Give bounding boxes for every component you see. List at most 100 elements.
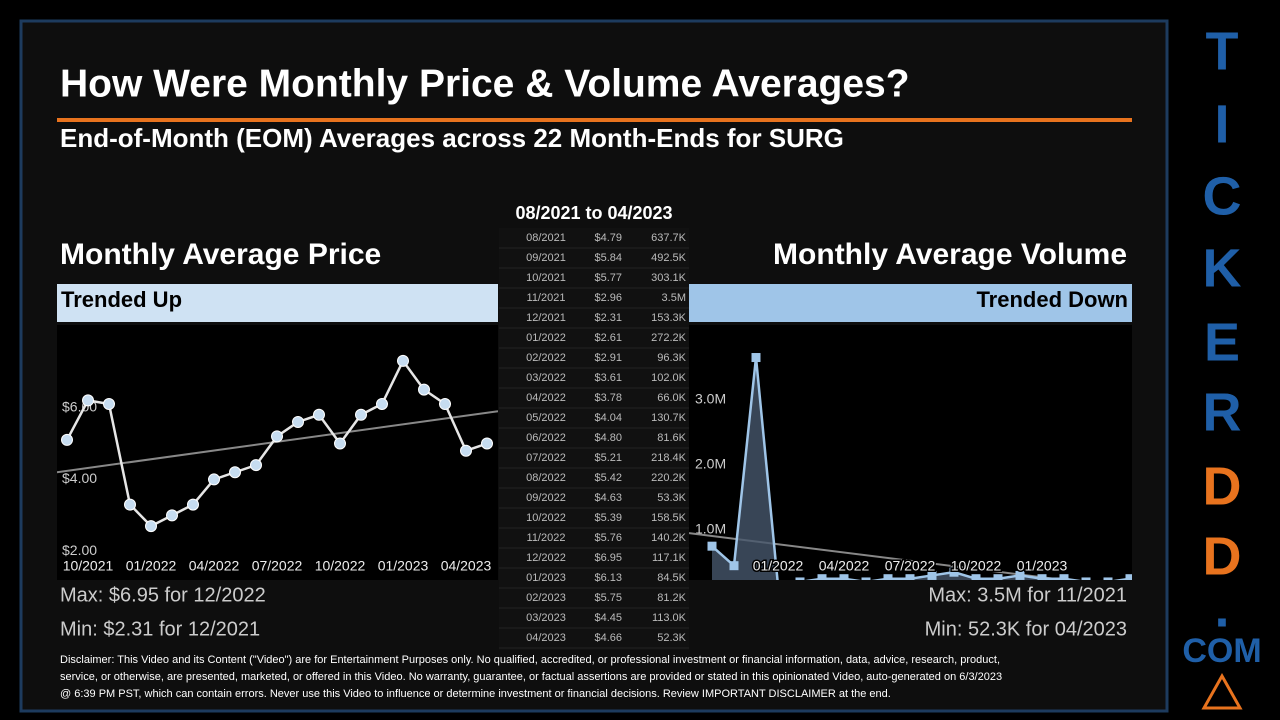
max-text: Max: 3.5M for 11/2021 [928, 584, 1127, 606]
price-point [229, 466, 241, 479]
brand-letter: . [1214, 578, 1229, 638]
table-cell: 10/2021 [526, 272, 566, 284]
table-cell: 130.7K [651, 412, 687, 424]
charts: Monthly Average Price Trended Up $2.00 $4.0… [57, 238, 1132, 640]
subtitle: End-of-Month (EOM) Averages across 22 Mo… [60, 123, 844, 153]
brand-letter: C [1203, 166, 1242, 226]
chart-title: Monthly Average Volume [773, 238, 1127, 271]
x-tick-label: 10/2021 [63, 558, 114, 574]
table-cell: 153.3K [651, 312, 687, 324]
brand-letter: COM [1182, 632, 1261, 670]
table-cell: 09/2022 [526, 492, 566, 504]
y-tick-label: 3.0M [695, 391, 726, 407]
table-cell: 06/2022 [526, 432, 566, 444]
price-point [250, 459, 262, 472]
table-cell: $4.63 [594, 492, 622, 504]
brand-letter: E [1204, 312, 1240, 372]
disclaimer-line: service, or otherwise, are presented, ma… [60, 671, 1002, 683]
table-cell: 53.3K [657, 492, 686, 504]
table-cell: 08/2022 [526, 472, 566, 484]
trend-banner [689, 284, 1132, 322]
table-cell: 05/2022 [526, 412, 566, 424]
table-cell: 09/2021 [526, 252, 566, 264]
table-cell: $4.80 [594, 432, 622, 444]
x-tick-label: 07/2022 [252, 558, 303, 574]
volume-point [861, 577, 871, 580]
brand-letter: K [1203, 238, 1242, 298]
volume-point [795, 577, 805, 580]
x-tick-label: 04/2023 [441, 558, 492, 574]
volume-point [707, 541, 717, 551]
table-cell: $4.04 [594, 412, 622, 424]
table-cell: $2.96 [594, 292, 622, 304]
disclaimer-line: Disclaimer: This Video and its Content (… [60, 654, 1000, 666]
table-cell: 03/2023 [526, 612, 566, 624]
volume-point [949, 567, 959, 577]
volume-point [751, 353, 761, 363]
price-point [82, 394, 94, 407]
x-tick-label: 10/2022 [951, 558, 1002, 574]
y-tick-label: $2.00 [62, 542, 97, 558]
price-point [313, 408, 325, 421]
table-cell: 02/2022 [526, 352, 566, 364]
table-title: 08/2021 to 04/2023 [515, 203, 672, 223]
brand-letter: I [1214, 94, 1229, 154]
price-point [418, 383, 430, 396]
table-cell: 117.1K [652, 552, 687, 564]
y-tick-label: 1.0M [695, 521, 726, 537]
table-cell: 11/2021 [527, 292, 566, 304]
table-cell: 66.0K [657, 392, 686, 404]
plot-bg [57, 325, 498, 580]
price-point [271, 430, 283, 443]
table-cell: $5.42 [594, 472, 622, 484]
table-cell: 08/2021 [526, 232, 566, 244]
table-cell: $3.78 [594, 392, 622, 404]
table-cell: 52.3K [657, 632, 686, 644]
x-tick-label: 04/2022 [819, 558, 870, 574]
table-cell: $4.45 [594, 612, 622, 624]
table-bg [499, 228, 689, 650]
table-cell: 07/2022 [526, 452, 566, 464]
x-tick-label: 01/2022 [126, 558, 177, 574]
volume-point [817, 574, 827, 580]
x-tick-label: 07/2022 [885, 558, 936, 574]
table-cell: $3.61 [594, 372, 622, 384]
brand-letter: D [1203, 526, 1242, 586]
price-point [439, 398, 451, 411]
volume-point [927, 570, 937, 580]
volume-point [839, 574, 849, 580]
volume-point [971, 574, 981, 580]
table: 08/2021 $4.79 637.7K 09/2021 $5.84 492.5K 10/2… [499, 232, 689, 649]
trend-banner [57, 284, 498, 322]
brand-letter: D [1203, 456, 1242, 516]
brand-letter: T [1206, 21, 1239, 81]
table-cell: $2.91 [594, 352, 622, 364]
table-cell: $6.95 [594, 552, 622, 564]
table-cell: 637.7K [651, 232, 687, 244]
price-point [124, 498, 136, 511]
table-cell: 12/2021 [526, 312, 566, 324]
volume-point [1103, 577, 1113, 580]
table-cell: 102.0K [651, 372, 687, 384]
volume-point [1015, 570, 1025, 580]
table-cell: $2.61 [594, 332, 622, 344]
price-point [61, 433, 73, 446]
table-cell: 11/2022 [527, 532, 566, 544]
x-tick-label: 01/2023 [378, 558, 429, 574]
x-tick-label: 01/2023 [1017, 558, 1068, 574]
table-cell: $4.66 [594, 632, 622, 644]
volume-point [1037, 574, 1047, 580]
price-point [166, 509, 178, 522]
price-point [355, 408, 367, 421]
volume-point [993, 574, 1003, 580]
title: How Were Monthly Price & Volume Averages… [60, 62, 910, 105]
x-tick-label: 10/2022 [315, 558, 366, 574]
table-cell: $5.76 [594, 532, 622, 544]
table-cell: 140.2K [651, 532, 687, 544]
price-point [292, 415, 304, 428]
table-cell: 218.4K [651, 452, 687, 464]
table-cell: $2.31 [594, 312, 622, 324]
table-cell: $5.39 [594, 512, 622, 524]
